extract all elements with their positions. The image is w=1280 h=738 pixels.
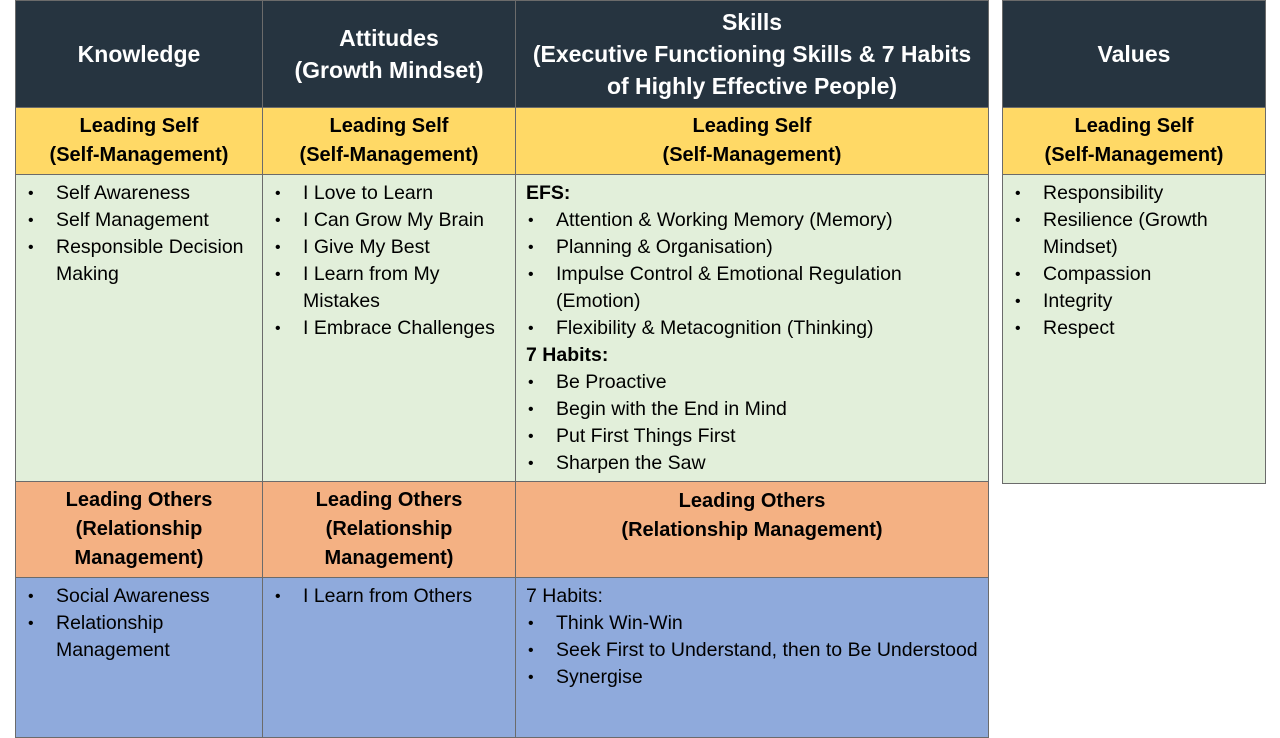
list-item: Responsibility [1013, 180, 1259, 207]
leading-self-skills-cell: EFS: Attention & Working Memory (Memory)… [515, 174, 989, 482]
leading-self-body-row: Self Awareness Self Management Responsib… [15, 174, 989, 482]
values-header-row: Values [1002, 0, 1266, 108]
efs-list: Attention & Working Memory (Memory) Plan… [526, 207, 982, 342]
leading-self-attitudes-subheader: Leading Self (Self-Management) [262, 107, 516, 175]
header-values: Values [1002, 0, 1266, 108]
list-item: Resilience (Growth Mindset) [1013, 207, 1259, 261]
values-leading-self-row: Leading Self (Self-Management) [1002, 107, 1266, 175]
header-attitudes: Attitudes (Growth Mindset) [262, 0, 516, 108]
habits-list: Be Proactive Begin with the End in Mind … [526, 369, 982, 477]
values-body-row: Responsibility Resilience (Growth Mindse… [1002, 174, 1266, 484]
leading-others-row: Leading Others (Relationship Management)… [15, 481, 989, 578]
list-item: Self Management [26, 207, 256, 234]
leading-self-values-list: Responsibility Resilience (Growth Mindse… [1013, 180, 1259, 342]
leading-self-skills-subheader: Leading Self (Self-Management) [515, 107, 989, 175]
list-item: Think Win-Win [526, 610, 982, 637]
list-item: I Learn from Others [273, 583, 509, 610]
leading-others-body-row: Social Awareness Relationship Management… [15, 577, 989, 738]
list-item: I Learn from My Mistakes [273, 261, 509, 315]
framework-table: Knowledge Attitudes (Growth Mindset) Ski… [15, 0, 989, 738]
leading-others-knowledge-list: Social Awareness Relationship Management [26, 583, 256, 664]
header-skills: Skills (Executive Functioning Skills & 7… [515, 0, 989, 108]
list-item: Put First Things First [526, 423, 982, 450]
leading-self-knowledge-subheader: Leading Self (Self-Management) [15, 107, 263, 175]
habits-label: 7 Habits: [526, 585, 603, 607]
list-item: Planning & Organisation) [526, 234, 982, 261]
leading-others-knowledge-subheader: Leading Others (Relationship Management) [15, 481, 263, 578]
leading-self-row: Leading Self (Self-Management) Leading S… [15, 107, 989, 175]
list-item: I Give My Best [273, 234, 509, 261]
leading-others-attitudes-cell: I Learn from Others [262, 577, 516, 738]
habits-list: Think Win-Win Seek First to Understand, … [526, 610, 982, 691]
leading-others-skills-subheader: Leading Others (Relationship Management) [515, 481, 989, 578]
list-item: Impulse Control & Emotional Regulation (… [526, 261, 982, 315]
efs-label: EFS: [526, 182, 571, 204]
list-item: Compassion [1013, 261, 1259, 288]
list-item: Sharpen the Saw [526, 450, 982, 477]
list-item: I Embrace Challenges [273, 315, 509, 342]
leading-others-attitudes-list: I Learn from Others [273, 583, 509, 610]
list-item: Responsible Decision Making [26, 234, 256, 288]
list-item: Seek First to Understand, then to Be Und… [526, 637, 982, 664]
leading-self-values-cell: Responsibility Resilience (Growth Mindse… [1002, 174, 1266, 484]
habits-label: 7 Habits: [526, 344, 609, 366]
list-item: Attention & Working Memory (Memory) [526, 207, 982, 234]
header-row: Knowledge Attitudes (Growth Mindset) Ski… [15, 0, 989, 108]
list-item: Begin with the End in Mind [526, 396, 982, 423]
list-item: I Love to Learn [273, 180, 509, 207]
list-item: Synergise [526, 664, 982, 691]
header-knowledge: Knowledge [15, 0, 263, 108]
leading-others-skills-cell: 7 Habits: Think Win-Win Seek First to Un… [515, 577, 989, 738]
list-item: Flexibility & Metacognition (Thinking) [526, 315, 982, 342]
list-item: Be Proactive [526, 369, 982, 396]
list-item: Self Awareness [26, 180, 256, 207]
list-item: Relationship Management [26, 610, 256, 664]
leading-self-knowledge-cell: Self Awareness Self Management Responsib… [15, 174, 263, 482]
leading-self-attitudes-list: I Love to Learn I Can Grow My Brain I Gi… [273, 180, 509, 342]
list-item: Integrity [1013, 288, 1259, 315]
leading-self-values-subheader: Leading Self (Self-Management) [1002, 107, 1266, 175]
leading-others-knowledge-cell: Social Awareness Relationship Management [15, 577, 263, 738]
list-item: Respect [1013, 315, 1259, 342]
list-item: I Can Grow My Brain [273, 207, 509, 234]
leading-self-attitudes-cell: I Love to Learn I Can Grow My Brain I Gi… [262, 174, 516, 482]
leading-others-attitudes-subheader: Leading Others (Relationship Management) [262, 481, 516, 578]
leading-self-knowledge-list: Self Awareness Self Management Responsib… [26, 180, 256, 288]
values-table: Values Leading Self (Self-Management) Re… [1002, 0, 1266, 484]
list-item: Social Awareness [26, 583, 256, 610]
